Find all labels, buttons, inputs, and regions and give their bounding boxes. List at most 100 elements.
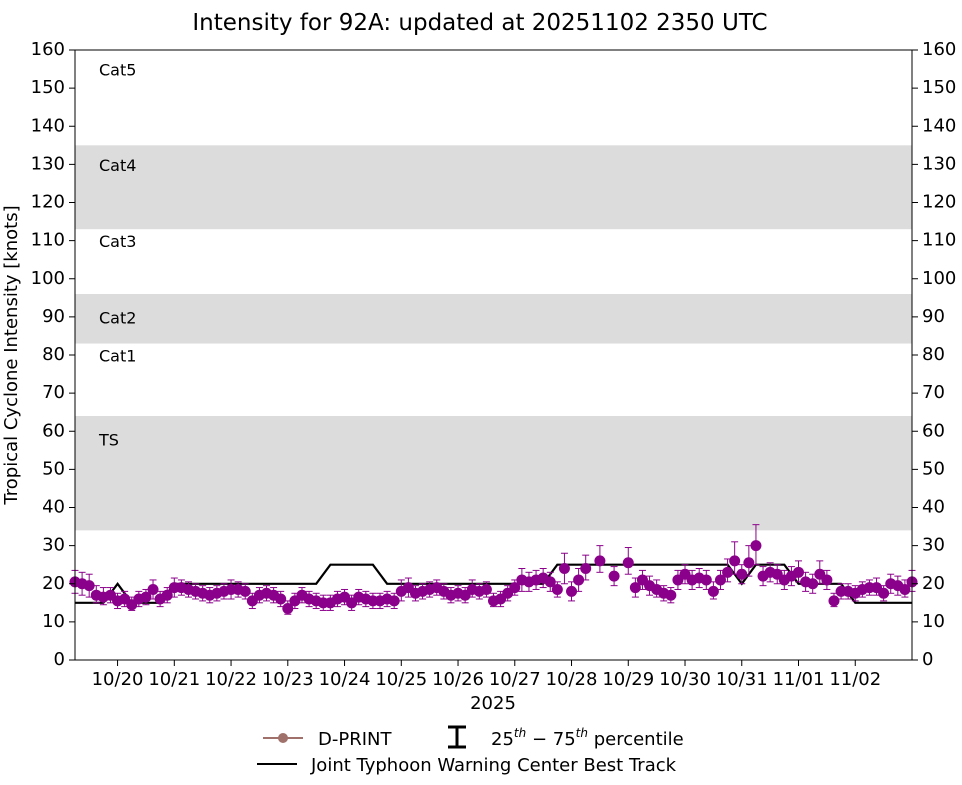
legend-percentile-sup1: th	[514, 726, 526, 740]
y-tick-label-left: 30	[42, 535, 65, 556]
dprint-marker	[83, 580, 95, 592]
y-tick-label-right: 90	[922, 306, 945, 327]
chart-title: Intensity for 92A: updated at 20251102 2…	[192, 10, 767, 36]
dprint-marker	[722, 566, 734, 578]
y-tick-label-left: 90	[42, 306, 65, 327]
y-tick-label-left: 50	[42, 458, 65, 479]
dprint-marker	[700, 574, 712, 586]
x-tick-label: 11/01	[773, 669, 825, 690]
x-tick-label: 10/20	[92, 669, 144, 690]
y-tick-label-right: 10	[922, 611, 945, 632]
category-label-cat4: Cat4	[99, 156, 136, 175]
dprint-marker	[714, 574, 726, 586]
x-tick-label: 10/23	[262, 669, 314, 690]
dprint-marker	[743, 557, 755, 569]
dprint-marker	[147, 583, 159, 595]
category-label-cat3: Cat3	[99, 232, 136, 251]
dprint-marker	[509, 582, 521, 594]
y-axis-label: Tropical Cyclone Intensity [knots]	[1, 205, 22, 505]
legend-percentile-sup2: th	[576, 726, 588, 740]
y-tick-label-right: 150	[922, 77, 956, 98]
x-tick-label: 10/26	[432, 669, 484, 690]
y-tick-label-right: 120	[922, 192, 956, 213]
dprint-marker	[828, 595, 840, 607]
dprint-marker	[388, 595, 400, 607]
dprint-point	[714, 569, 726, 590]
category-bands	[75, 145, 912, 531]
y-tick-label-left: 130	[31, 153, 65, 174]
y-tick-label-right: 60	[922, 420, 945, 441]
dprint-marker	[807, 578, 819, 590]
y-tick-label-left: 20	[42, 573, 65, 594]
y-tick-label-left: 70	[42, 382, 65, 403]
y-tick-label-right: 110	[922, 230, 956, 251]
y-tick-label-right: 20	[922, 573, 945, 594]
x-tick-label: 10/25	[375, 669, 427, 690]
legend-percentile-errorbar-icon	[448, 725, 466, 749]
x-tick-label: 11/02	[829, 669, 881, 690]
dprint-marker	[594, 555, 606, 567]
y-tick-label-right: 0	[922, 649, 933, 670]
dprint-point	[573, 568, 585, 592]
legend-percentile-part2: − 75	[526, 729, 575, 750]
legend-percentile-label: 25th − 75th percentile	[491, 726, 684, 750]
dprint-marker	[707, 585, 719, 597]
x-tick-label: 10/24	[319, 669, 371, 690]
dprint-point	[665, 587, 677, 604]
dprint-marker	[729, 555, 741, 567]
dprint-marker	[629, 582, 641, 594]
dprint-point	[743, 545, 755, 577]
y-tick-label-left: 140	[31, 115, 65, 136]
category-band-labels: TS Cat1 Cat2 Cat3 Cat4 Cat5	[98, 61, 136, 450]
dprint-marker	[821, 574, 833, 586]
y-tick-label-right: 50	[922, 458, 945, 479]
legend-dprint-label: D-PRINT	[318, 729, 392, 750]
dprint-marker	[480, 583, 492, 595]
dprint-point	[388, 592, 400, 610]
y-tick-label-left: 120	[31, 192, 65, 213]
dprint-marker	[750, 540, 762, 552]
y-tick-label-right: 160	[922, 39, 956, 60]
dprint-point	[83, 573, 95, 598]
dprint-point	[885, 573, 897, 594]
category-label-cat2: Cat2	[99, 308, 136, 327]
legend-percentile-part1: 25	[491, 729, 514, 750]
y-tick-label-right: 40	[922, 497, 945, 518]
y-tick-label-left: 0	[54, 649, 65, 670]
category-label-cat1: Cat1	[99, 347, 136, 366]
category-label-ts: TS	[98, 430, 119, 449]
legend-dprint-marker	[278, 733, 288, 743]
dprint-marker	[161, 589, 173, 601]
y-tick-label-right: 80	[922, 344, 945, 365]
dprint-point	[608, 566, 620, 587]
dprint-marker	[573, 574, 585, 586]
y-tick-label-left: 150	[31, 77, 65, 98]
dprint-point	[558, 552, 570, 585]
x-tick-label: 10/29	[602, 669, 654, 690]
dprint-marker	[608, 570, 620, 582]
y-tick-label-left: 80	[42, 344, 65, 365]
x-tick-label: 10/31	[716, 669, 768, 690]
dprint-marker	[665, 589, 677, 601]
dprint-marker	[275, 593, 287, 605]
dprint-marker	[622, 557, 634, 569]
dprint-point	[275, 590, 287, 608]
dprint-point	[622, 547, 634, 575]
x-tick-label: 10/30	[659, 669, 711, 690]
dprint-point	[793, 560, 805, 583]
y-tick-label-left: 40	[42, 497, 65, 518]
y-tick-label-left: 60	[42, 420, 65, 441]
dprint-marker	[282, 603, 294, 615]
dprint-point	[551, 581, 563, 598]
dprint-marker	[580, 563, 592, 574]
y-tick-label-right: 140	[922, 115, 956, 136]
y-tick-label-right: 30	[922, 535, 945, 556]
dprint-marker	[544, 576, 556, 588]
y-tick-label-right: 130	[922, 153, 956, 174]
dprint-point	[566, 581, 578, 602]
x-axis-label: 2025	[470, 693, 516, 714]
y-tick-label-left: 110	[31, 230, 65, 251]
dprint-point	[899, 579, 911, 598]
